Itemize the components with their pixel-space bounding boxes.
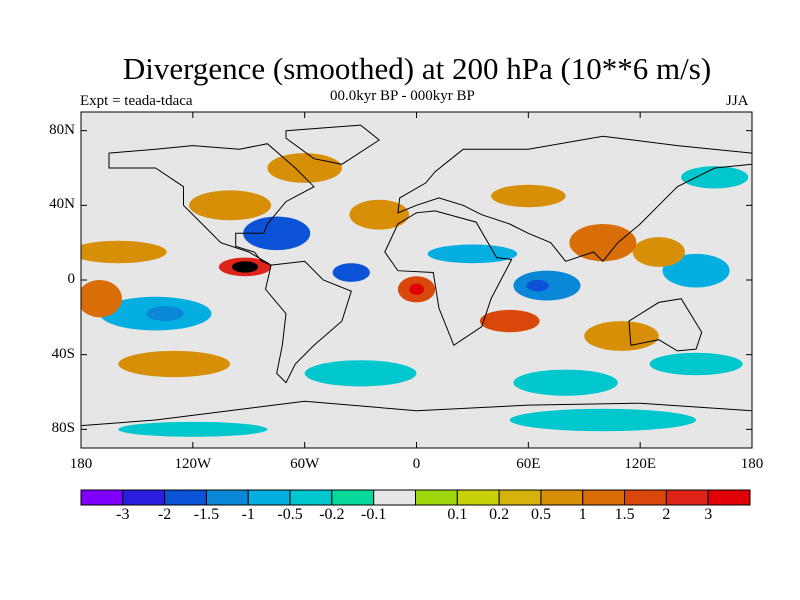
colorbar-label: 1.5 <box>614 506 635 523</box>
colorbar-label: 0.2 <box>489 506 510 523</box>
colorbar <box>80 489 751 506</box>
colorbar-swatch-6 <box>331 489 375 506</box>
divergence-cell-5 <box>146 306 184 322</box>
colorbar-label: -1.5 <box>193 506 220 523</box>
divergence-cell-17 <box>569 224 637 262</box>
coastlines <box>81 124 752 448</box>
colorbar-label: 0.1 <box>447 506 468 523</box>
divergence-cell-27 <box>681 166 749 189</box>
lon-tick-label: 120E <box>624 456 656 472</box>
plot-title: Divergence (smoothed) at 200 hPa (10**6 … <box>122 51 712 86</box>
coastline-africa <box>384 210 513 347</box>
colorbar-swatch-3 <box>205 489 249 506</box>
lon-tick-label: 0 <box>412 456 421 472</box>
colorbar-label: -2 <box>157 506 172 523</box>
colorbar-label: -0.1 <box>361 506 387 523</box>
colorbar-label: -3 <box>116 506 130 523</box>
map-ticks <box>80 112 753 448</box>
colorbar-label: -0.2 <box>319 506 345 523</box>
season-label: JJA <box>726 93 749 109</box>
divergence-cell-19 <box>349 199 410 230</box>
colorbar-swatch-8 <box>415 489 458 506</box>
colorbar-swatch-9 <box>456 489 500 506</box>
lat-tick-label: 80N <box>49 121 75 138</box>
colorbar-swatch-12 <box>582 489 626 506</box>
lat-tick-label: 40N <box>49 196 75 213</box>
colorbar-swatch-10 <box>498 489 542 506</box>
colorbar-label: -1 <box>241 506 255 523</box>
colorbar-label: 0.5 <box>530 506 551 523</box>
divergence-cell-26 <box>118 421 268 437</box>
divergence-cell-8 <box>81 280 122 318</box>
divergence-cell-12 <box>526 280 549 292</box>
divergence-cell-23 <box>649 352 743 376</box>
colorbar-swatch-5 <box>289 489 333 506</box>
coastline-antarctica <box>81 400 752 448</box>
coastline-greenland <box>285 124 381 165</box>
divergence-field <box>81 153 749 437</box>
colorbar-label: 2 <box>662 506 671 523</box>
coastline-australia <box>628 298 703 352</box>
divergence-cell-1 <box>231 261 259 273</box>
divergence-cell-28 <box>267 153 342 183</box>
divergence-cell-25 <box>509 408 697 432</box>
lat-tick-label: 0 <box>67 271 76 287</box>
divergence-cell-10 <box>409 283 424 295</box>
coastline-eurasia <box>397 135 752 263</box>
lon-tick-label: 60W <box>290 456 320 472</box>
divergence-cell-24 <box>118 350 231 378</box>
colorbar-label: 3 <box>704 506 713 523</box>
coastline-south-america <box>264 260 352 384</box>
colorbar-label: -0.5 <box>277 506 303 523</box>
colorbar-swatch-15 <box>707 489 751 506</box>
divergence-cell-3 <box>332 263 370 282</box>
colorbar-swatch-7 <box>373 489 417 506</box>
lon-tick-label: 60E <box>516 456 541 472</box>
divergence-cell-6 <box>81 240 167 264</box>
divergence-cell-22 <box>513 369 618 396</box>
colorbar-swatch-13 <box>624 489 667 506</box>
colorbar-label: 1 <box>578 506 587 523</box>
lat-tick-label: 40S <box>51 345 75 362</box>
colorbar-swatch-11 <box>540 489 584 506</box>
colorbar-swatch-0 <box>80 489 124 506</box>
experiment-label: Expt = teada-tdaca <box>80 93 193 109</box>
colorbar-swatch-4 <box>247 489 291 506</box>
colorbar-swatch-2 <box>164 489 207 506</box>
period-label: 00.0kyr BP - 000kyr BP <box>330 88 475 104</box>
divergence-cell-13 <box>479 309 540 333</box>
coastline-north-america <box>108 143 315 266</box>
lon-tick-label: 120W <box>174 456 212 472</box>
divergence-cell-2 <box>243 216 311 251</box>
divergence-cell-20 <box>491 184 566 208</box>
divergence-cell-7 <box>189 190 272 221</box>
lat-tick-label: 80S <box>51 420 75 437</box>
lon-tick-label: 180 <box>69 456 93 472</box>
divergence-cell-16 <box>632 237 685 267</box>
divergence-cell-14 <box>427 244 518 264</box>
divergence-cell-18 <box>584 321 659 351</box>
colorbar-swatch-14 <box>665 489 709 506</box>
divergence-cell-15 <box>662 253 730 288</box>
divergence-cell-21 <box>304 360 417 387</box>
lon-tick-label: 180 <box>740 456 764 472</box>
colorbar-swatch-1 <box>122 489 166 506</box>
